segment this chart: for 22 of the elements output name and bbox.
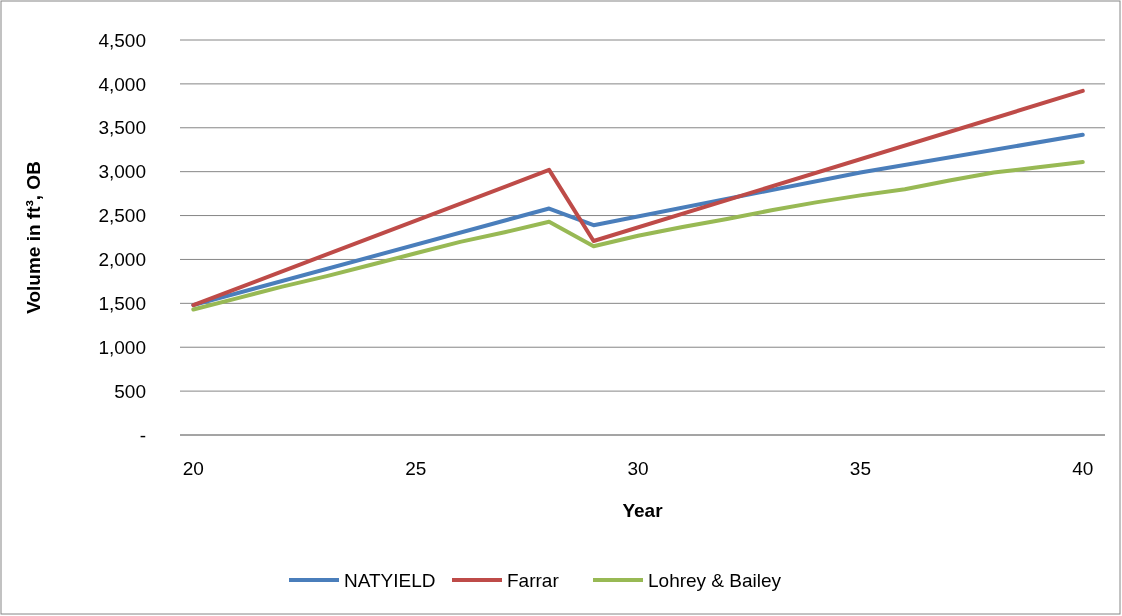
y-tick-label: 500	[114, 380, 146, 402]
x-tick-label: 30	[627, 458, 649, 479]
line-series	[191, 88, 1085, 308]
y-tick-label: 3,000	[98, 161, 146, 183]
y-tick-label: -	[139, 424, 146, 446]
y-tick-label: 4,500	[98, 29, 146, 51]
legend-label: NATYIELD	[344, 569, 436, 591]
x-tick-label: 40	[1072, 458, 1094, 479]
x-tick-label: 25	[405, 458, 427, 479]
line-series	[191, 160, 1085, 312]
y-tick-label: 2,500	[98, 205, 146, 227]
x-axis-title: Year	[622, 500, 664, 521]
y-axis-title: Volume in ft³, OB	[23, 161, 44, 314]
legend-label: Farrar	[507, 569, 560, 591]
y-tick-label: 1,000	[98, 336, 146, 358]
y-tick-label: 3,500	[98, 117, 146, 139]
x-tick-label: 20	[182, 458, 204, 479]
y-tick-label: 4,000	[98, 73, 146, 95]
y-tick-label: 1,500	[98, 292, 146, 314]
legend-label: Lohrey & Bailey	[648, 569, 782, 591]
x-tick-label: 35	[849, 458, 871, 479]
y-tick-label: 2,000	[98, 249, 146, 271]
